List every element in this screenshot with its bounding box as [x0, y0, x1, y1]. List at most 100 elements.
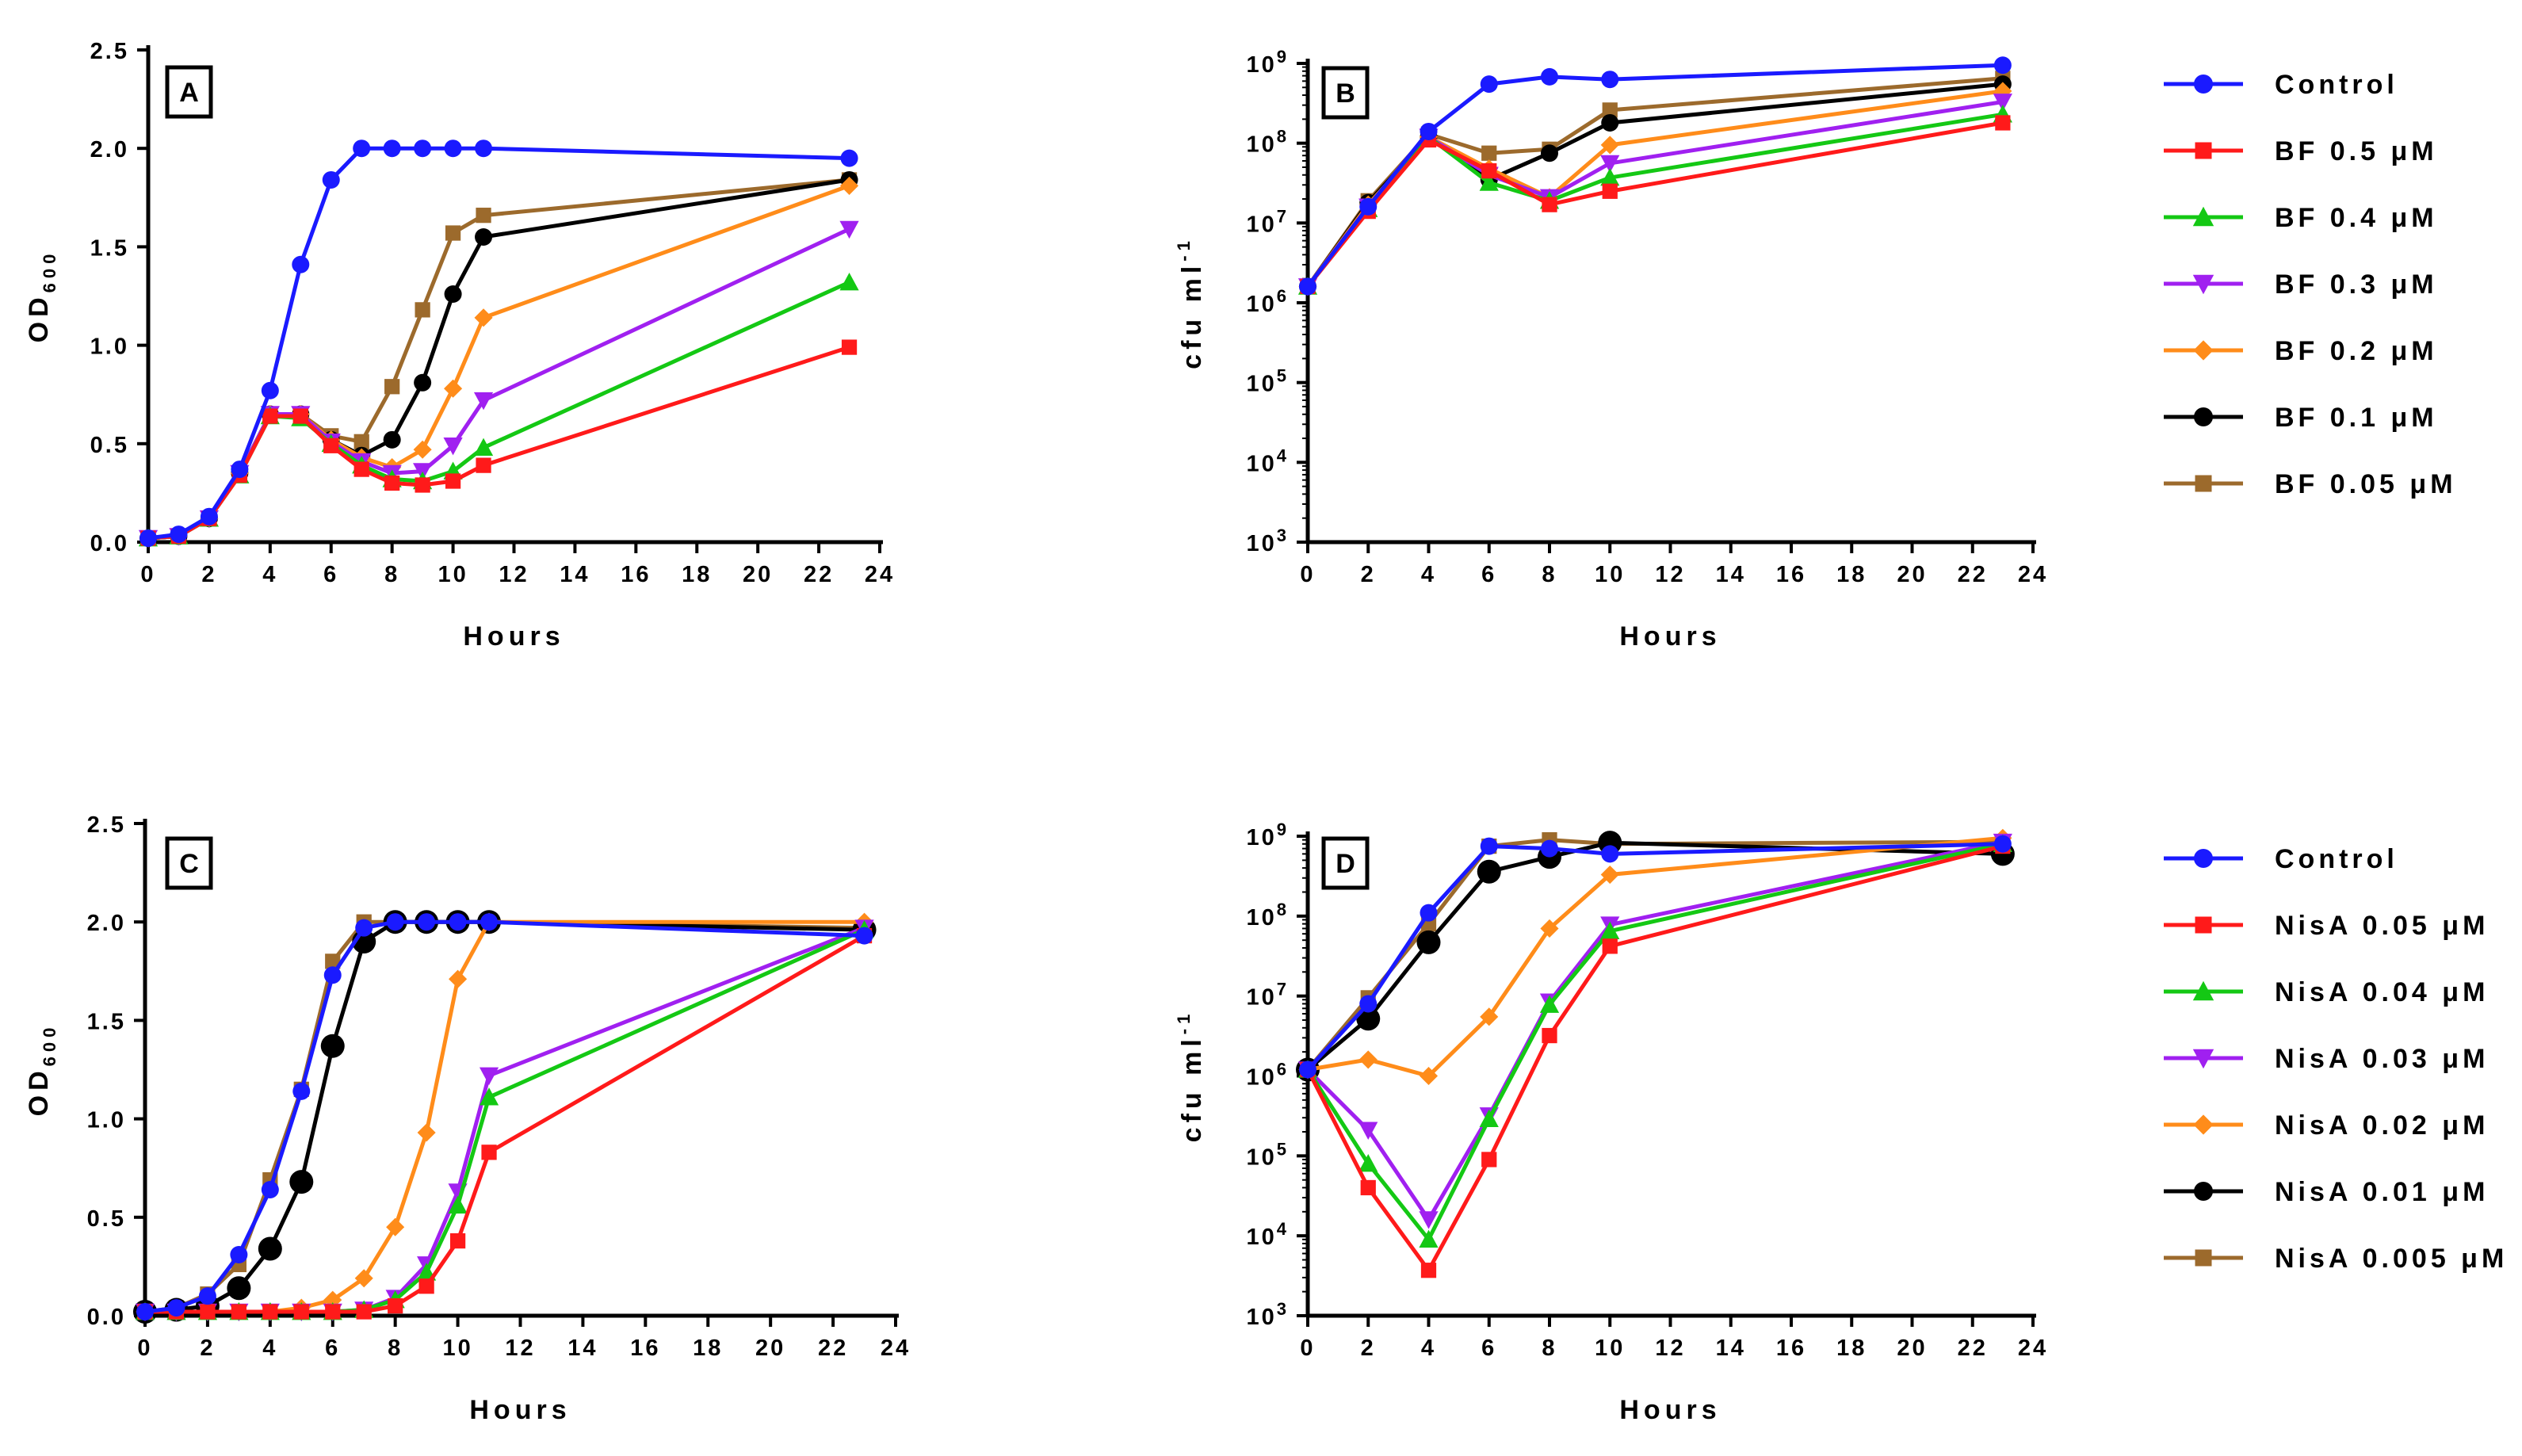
series-line — [147, 146, 850, 541]
data-point — [415, 302, 430, 318]
data-point — [417, 1123, 436, 1142]
series-line — [1305, 844, 2004, 1273]
data-point — [1420, 122, 1438, 140]
series-line — [1305, 842, 2004, 1242]
x-tick-label: 20 — [743, 562, 773, 587]
y-tick-label: 105 — [1246, 366, 1289, 397]
data-point — [1601, 71, 1619, 89]
series-1 — [1300, 115, 2011, 295]
legend-label: Control — [2275, 70, 2398, 100]
x-tick-label: 18 — [1836, 562, 1867, 587]
data-point — [323, 966, 342, 984]
legend-entry: BF 0.2 μM — [2164, 336, 2434, 366]
legend-label: BF 0.05 μM — [2275, 469, 2457, 499]
y-tick-label: 106 — [1246, 286, 1289, 317]
y-tick-label: 0.0 — [90, 531, 129, 556]
legend-label: Control — [2275, 844, 2398, 874]
y-axis-title: cfu ml-1 — [1174, 236, 1207, 369]
y-tick-label: 103 — [1246, 525, 1289, 556]
data-point — [384, 475, 400, 491]
series-line — [147, 280, 850, 541]
legend-entry: NisA 0.01 μM — [2164, 1177, 2485, 1207]
data-point — [227, 1276, 251, 1301]
series-1 — [1300, 838, 2011, 1278]
x-tick-label: 14 — [560, 562, 590, 587]
x-tick-label: 2 — [1361, 562, 1376, 587]
y-tick-label: 104 — [1246, 445, 1289, 476]
x-tick-label: 22 — [804, 562, 834, 587]
series-3 — [138, 220, 859, 548]
series-line — [144, 919, 865, 1314]
data-point — [1541, 144, 1558, 162]
legend-entry: NisA 0.02 μM — [2164, 1110, 2485, 1141]
data-point — [1602, 102, 1618, 118]
data-point — [1600, 136, 1619, 155]
data-point — [136, 1303, 154, 1321]
data-point — [383, 139, 401, 158]
series-line — [1306, 63, 2003, 289]
legend-marker — [2195, 142, 2212, 159]
data-point — [1299, 1060, 1316, 1079]
data-point — [449, 1232, 466, 1249]
y-tick-label: 109 — [1246, 820, 1289, 850]
data-point — [413, 440, 432, 459]
data-point — [355, 919, 373, 937]
legend-entry: BF 0.5 μM — [2164, 136, 2438, 166]
data-point — [415, 477, 430, 493]
legend-marker — [2192, 206, 2214, 227]
legend-marker — [2192, 980, 2214, 1001]
y-axis-title: OD600 — [24, 1023, 59, 1117]
x-tick-label: 18 — [1836, 1336, 1867, 1361]
data-point — [1360, 1179, 1376, 1196]
data-point — [1600, 921, 1620, 939]
data-point — [258, 1236, 282, 1261]
data-point — [1601, 113, 1619, 132]
data-point — [230, 1245, 248, 1263]
y-tick-label: 2.5 — [90, 39, 129, 64]
x-axis-title: Hours — [469, 1395, 571, 1425]
legend-entry: BF 0.1 μM — [2164, 403, 2434, 433]
data-point — [1479, 1109, 1499, 1127]
y-tick-label: 1.5 — [90, 235, 129, 261]
panel-label: A — [179, 78, 199, 108]
x-tick-label: 20 — [1897, 562, 1927, 587]
legend-entry: BF 0.05 μM — [2164, 469, 2457, 499]
x-tick-label: 6 — [325, 1336, 340, 1361]
series-line — [1305, 89, 2004, 288]
data-point — [839, 220, 859, 239]
x-tick-label: 8 — [1542, 562, 1557, 587]
series-line — [145, 919, 865, 1314]
data-point — [479, 1067, 499, 1086]
data-point — [1600, 865, 1619, 885]
series-4 — [139, 176, 859, 548]
legend-entry: NisA 0.005 μM — [2164, 1244, 2504, 1274]
x-tick-label: 8 — [1542, 1336, 1557, 1361]
legend-marker — [2194, 75, 2213, 94]
data-point — [443, 437, 463, 456]
data-point — [1359, 995, 1378, 1013]
data-point — [840, 149, 858, 167]
series-0 — [1299, 56, 2012, 296]
series-line — [147, 184, 850, 541]
data-point — [855, 927, 873, 945]
data-point — [448, 1195, 468, 1214]
legend-label: BF 0.5 μM — [2275, 136, 2438, 166]
x-tick-label: 2 — [1361, 1336, 1376, 1361]
data-point — [383, 430, 401, 449]
y-tick-label: 107 — [1246, 980, 1289, 1011]
panel-d: 0 2 4 6 8 10 12 14 16 18 20 22 241031041051061071081… — [1174, 820, 2046, 1425]
data-point — [1358, 1122, 1378, 1140]
data-point — [1480, 1007, 1499, 1026]
series-0 — [136, 913, 873, 1321]
legend-marker — [2192, 1049, 2214, 1069]
data-point — [418, 1278, 434, 1294]
data-point — [262, 1304, 278, 1320]
data-point — [418, 913, 436, 931]
x-tick-label: 4 — [1421, 562, 1436, 587]
series-line — [145, 934, 866, 1314]
series-line — [1306, 120, 2004, 289]
legend-marker — [2194, 1182, 2213, 1201]
legend-marker — [2192, 274, 2214, 295]
panel-label-box — [1321, 66, 1370, 120]
data-point — [139, 529, 157, 548]
